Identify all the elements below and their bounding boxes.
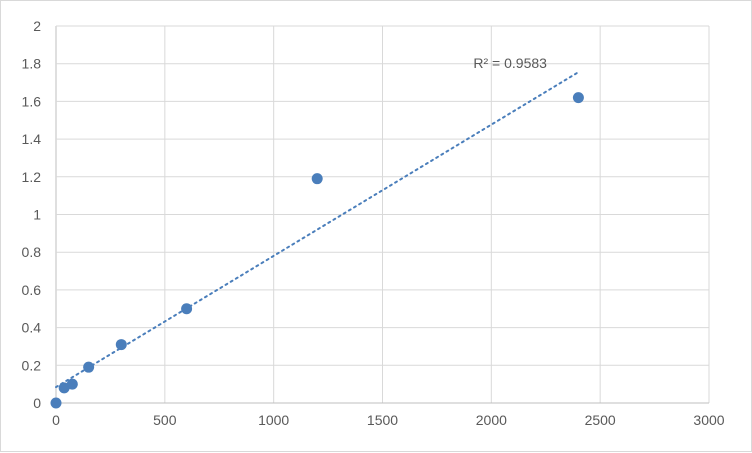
x-tick-label: 3000 [693, 412, 724, 428]
x-tick-label: 0 [52, 412, 60, 428]
y-tick-label: 0.4 [22, 320, 42, 336]
r-squared-label: R² = 0.9583 [473, 55, 547, 71]
y-tick-label: 0.2 [22, 357, 42, 373]
x-tick-label: 2500 [585, 412, 616, 428]
trendline [55, 71, 580, 389]
y-tick-label: 1.8 [22, 56, 42, 72]
x-tick-label: 1000 [258, 412, 289, 428]
data-point [83, 361, 95, 373]
x-tick-label: 2000 [476, 412, 507, 428]
data-point [50, 397, 62, 409]
y-tick-label: 0.6 [22, 282, 42, 298]
y-tick-label: 1 [33, 207, 41, 223]
y-tick-label: 1.4 [22, 131, 42, 147]
x-tick-label: 1500 [367, 412, 398, 428]
x-tick-label: 500 [153, 412, 177, 428]
y-tick-label: 2 [33, 18, 41, 34]
data-point [181, 303, 193, 315]
y-tick-label: 1.6 [22, 93, 42, 109]
y-tick-label: 0.8 [22, 244, 42, 260]
data-point [311, 173, 323, 185]
y-tick-label: 0 [33, 395, 41, 411]
data-point [66, 378, 78, 390]
data-point [115, 339, 127, 351]
y-tick-label: 1.2 [22, 169, 42, 185]
data-point [572, 92, 584, 104]
data-point [58, 382, 70, 394]
